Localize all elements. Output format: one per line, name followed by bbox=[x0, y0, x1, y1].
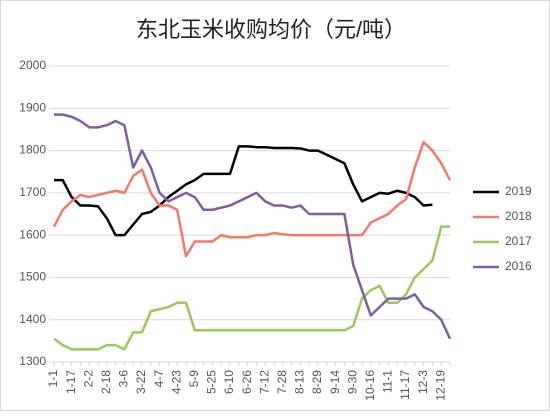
line bbox=[53, 225, 450, 351]
x-tick-label: 8-13 bbox=[293, 370, 307, 394]
x-tick-label: 3-6 bbox=[117, 370, 131, 388]
y-tick-label: 1500 bbox=[19, 270, 46, 284]
y-tick-label: 1600 bbox=[19, 227, 46, 241]
x-tick-label: 4-7 bbox=[152, 370, 166, 388]
x-tick-label: 12-19 bbox=[433, 370, 447, 401]
x-tick-label: 6-26 bbox=[240, 370, 254, 394]
y-tick-label: 2000 bbox=[19, 58, 46, 72]
x-tick-label: 7-28 bbox=[275, 370, 289, 394]
x-tick-label: 2-18 bbox=[99, 370, 113, 394]
x-tick-label: 9-14 bbox=[328, 370, 342, 394]
legend-label: 2019 bbox=[505, 184, 532, 198]
x-tick-label: 12-3 bbox=[416, 370, 430, 394]
x-tick-label: 1-1 bbox=[46, 370, 60, 388]
x-tick-label: 8-29 bbox=[310, 370, 324, 394]
line bbox=[54, 145, 433, 237]
x-tick-label: 7-12 bbox=[257, 370, 271, 394]
y-tick-label: 1400 bbox=[19, 312, 46, 326]
legend-label: 2017 bbox=[505, 234, 532, 248]
x-tick-label: 11-1 bbox=[381, 370, 395, 393]
x-tick-label: 10-16 bbox=[363, 370, 377, 401]
x-tick-label: 2-2 bbox=[81, 370, 95, 388]
x-tick-label: 5-9 bbox=[187, 370, 201, 388]
chart-title: 东北玉米收购均价（元/吨） bbox=[136, 17, 406, 42]
y-tick-label: 1900 bbox=[19, 100, 46, 114]
x-tick-label: 5-25 bbox=[205, 370, 219, 394]
y-tick-label: 1700 bbox=[19, 185, 46, 199]
x-tick-label: 9-30 bbox=[345, 370, 359, 394]
x-tick-label: 11-17 bbox=[398, 370, 412, 400]
line bbox=[52, 140, 452, 258]
legend-label: 2018 bbox=[505, 209, 532, 223]
x-tick-label: 1-17 bbox=[64, 370, 78, 394]
legend-label: 2016 bbox=[505, 259, 532, 273]
line bbox=[54, 113, 452, 340]
x-tick-label: 4-23 bbox=[169, 370, 183, 394]
y-tick-label: 1300 bbox=[19, 354, 46, 368]
y-tick-label: 1800 bbox=[19, 143, 46, 157]
x-tick-label: 6-10 bbox=[222, 370, 236, 394]
x-tick-label: 3-22 bbox=[134, 370, 148, 394]
